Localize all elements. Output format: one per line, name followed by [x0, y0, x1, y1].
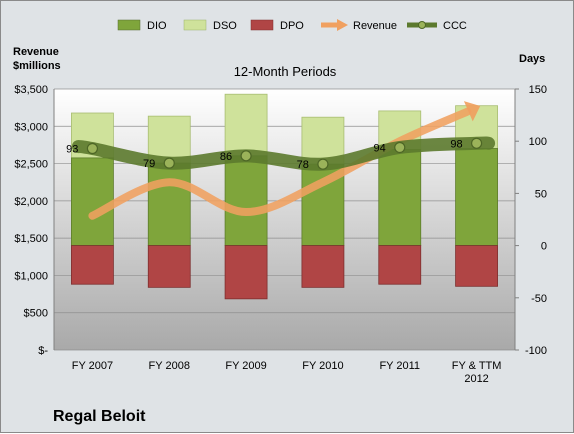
- category-label-0: FY 2007: [72, 360, 113, 372]
- left-axis-ticks: $- $500 $1,000 $1,500 $2,000 $2,500 $3,000 $3,5…: [14, 84, 48, 357]
- right-axis-label: Days: [519, 53, 545, 65]
- left-tick-label-1: $500: [24, 308, 48, 320]
- right-tick-label-4: 100: [529, 136, 547, 148]
- category-label-5-line2: 2012: [464, 373, 488, 385]
- ccc-point-3: [317, 158, 329, 170]
- legend: DIO DSO DPO Revenue CCC: [117, 19, 467, 32]
- right-tick-label-2: 0: [541, 241, 547, 253]
- bar-dpo-5: [455, 245, 498, 287]
- ccc-data-label-5: 98: [450, 138, 462, 150]
- category-label-4: FY 2011: [379, 360, 420, 372]
- legend-swatch-dso: [183, 19, 207, 31]
- ccc-data-label-4: 94: [374, 142, 386, 154]
- bar-dpo-2: [224, 245, 268, 300]
- right-tick-label-3: 50: [535, 188, 547, 200]
- legend-ccc-marker: [418, 21, 426, 29]
- revenue-line: [88, 107, 472, 220]
- category-label-1: FY 2008: [149, 360, 190, 372]
- right-tick-label-1: -50: [531, 293, 547, 305]
- bar-dpo-1: [147, 245, 191, 288]
- plot-area: [54, 89, 515, 350]
- legend-revenue: Revenue: [353, 20, 397, 32]
- category-label-2: FY 2009: [225, 360, 266, 372]
- left-tick-label-3: $1,500: [14, 233, 48, 245]
- legend-swatch-dpo: [250, 19, 274, 31]
- bar-dpo-4: [378, 245, 422, 285]
- revenue-arrowhead: [463, 101, 481, 122]
- ccc-point-1: [163, 157, 175, 169]
- left-tick-label-5: $2,500: [14, 159, 48, 171]
- category-labels: FY 2007 FY 2008 FY 2009 FY 2010 FY 2011 FY & …: [72, 360, 502, 385]
- right-tick-label-5: 150: [529, 84, 547, 96]
- legend-revenue-arrowhead: [337, 19, 348, 31]
- legend-dio: DIO: [147, 20, 167, 32]
- legend-dso: DSO: [213, 20, 237, 32]
- left-tick-label-4: $2,000: [14, 196, 48, 208]
- ccc-data-label-3: 78: [297, 159, 309, 171]
- left-axis-label-line1: Revenue: [13, 46, 59, 58]
- bar-dpo-3: [301, 245, 345, 288]
- legend-dpo: DPO: [280, 20, 304, 32]
- company-name: Regal Beloit: [53, 408, 146, 425]
- left-tick-label-2: $1,000: [14, 270, 48, 282]
- bars-layer: [71, 93, 498, 300]
- left-tick-label-7: $3,500: [14, 84, 48, 96]
- legend-swatch-dio: [117, 19, 141, 31]
- lines-layer: 93 79 86 78 94 98: [66, 101, 496, 220]
- ccc-point-4: [394, 141, 406, 154]
- left-tick-label-6: $3,000: [14, 121, 48, 133]
- chart-title: 12-Month Periods: [234, 64, 337, 79]
- left-axis-label-line2: $millions: [13, 60, 61, 72]
- bar-dpo-0: [71, 245, 114, 285]
- bar-dio-1: [147, 162, 191, 246]
- right-axis-ticks: -100 -50 0 50 100 150: [515, 84, 547, 357]
- ccc-data-label-2: 86: [220, 151, 232, 163]
- ccc-point-0: [86, 142, 99, 155]
- ccc-line: [71, 136, 496, 171]
- bar-dso-2: [224, 93, 268, 157]
- right-tick-label-0: -100: [525, 345, 547, 357]
- ccc-point-5: [470, 137, 483, 149]
- bar-dio-0: [71, 157, 114, 247]
- bar-dio-4: [378, 149, 422, 246]
- ccc-point-2: [240, 150, 252, 162]
- category-label-3: FY 2010: [302, 360, 343, 372]
- ccc-data-label-0: 93: [66, 144, 78, 156]
- bar-dio-2: [224, 155, 268, 246]
- category-label-5: FY & TTM: [452, 360, 502, 372]
- left-tick-label-0: $-: [38, 345, 48, 357]
- bar-dio-5: [455, 148, 498, 246]
- legend-ccc: CCC: [443, 20, 467, 32]
- ccc-data-label-1: 79: [143, 158, 155, 170]
